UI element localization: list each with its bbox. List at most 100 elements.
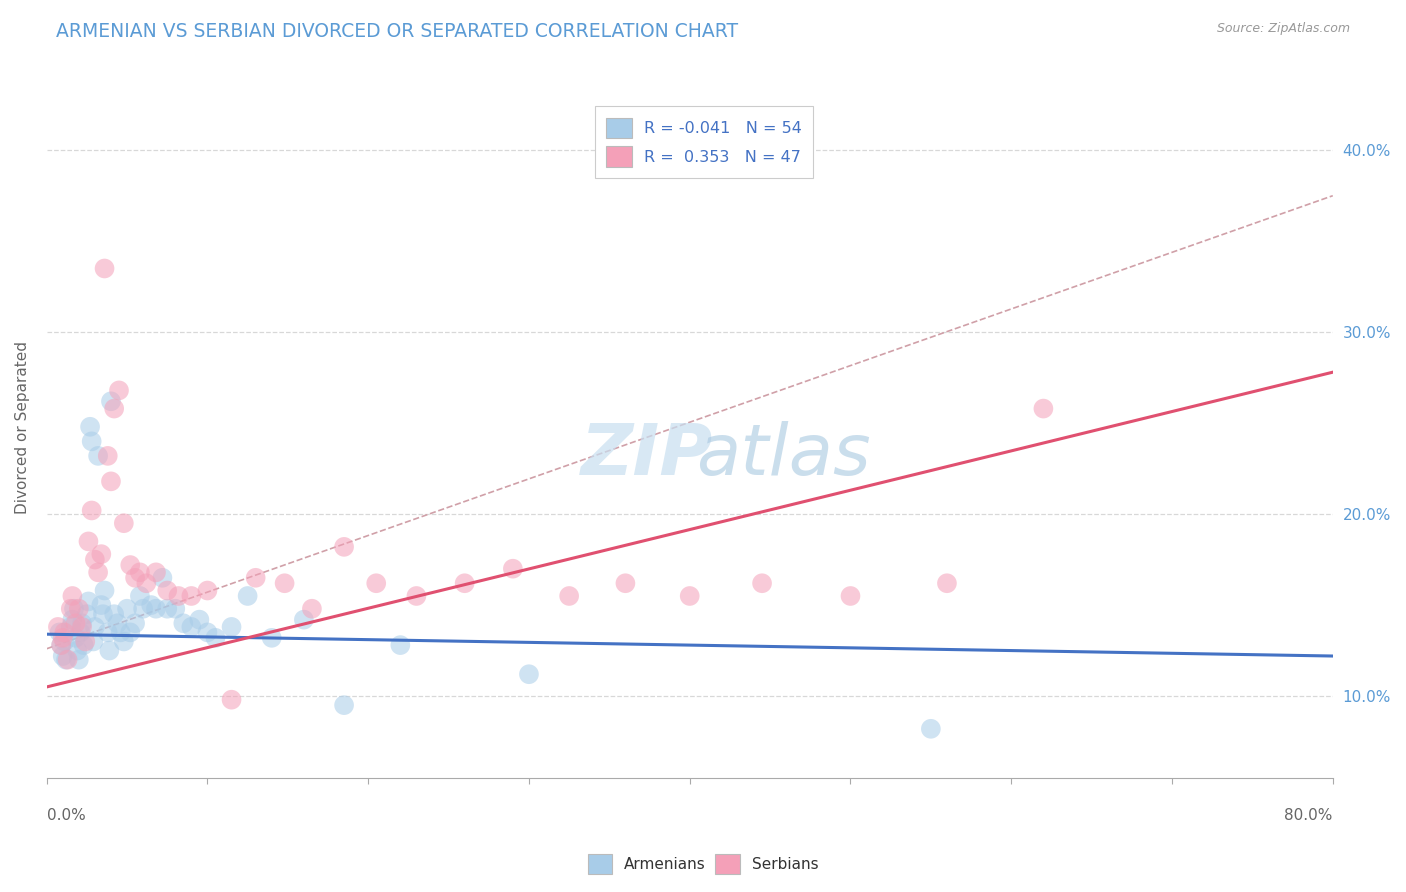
Point	[112, 516, 135, 531]
Point	[59, 601, 82, 615]
Point	[72, 638, 94, 652]
Point	[679, 589, 702, 603]
Point	[180, 589, 202, 603]
Point	[107, 616, 129, 631]
Point	[49, 638, 72, 652]
Point	[56, 653, 79, 667]
Point	[115, 601, 138, 615]
Point	[156, 601, 179, 615]
Point	[63, 601, 86, 615]
Point	[97, 625, 120, 640]
Point	[100, 394, 122, 409]
Point	[236, 589, 259, 603]
Point	[502, 562, 524, 576]
Text: ARMENIAN VS SERBIAN DIVORCED OR SEPARATED CORRELATION CHART: ARMENIAN VS SERBIAN DIVORCED OR SEPARATE…	[56, 22, 738, 41]
Point	[120, 625, 142, 640]
Point	[132, 601, 155, 615]
Text: ZIP: ZIP	[581, 421, 713, 491]
Point	[52, 648, 75, 663]
Point	[366, 576, 388, 591]
Point	[389, 638, 412, 652]
Text: 0.0%: 0.0%	[46, 808, 86, 823]
Point	[108, 384, 131, 398]
Point	[79, 419, 101, 434]
Point	[936, 576, 959, 591]
Point	[167, 589, 190, 603]
Point	[129, 566, 152, 580]
Point	[204, 631, 226, 645]
Point	[80, 434, 103, 449]
Text: 80.0%: 80.0%	[1285, 808, 1333, 823]
Point	[1032, 401, 1054, 416]
Point	[165, 601, 187, 615]
Point	[67, 653, 90, 667]
Point	[90, 547, 112, 561]
Point	[87, 566, 110, 580]
Point	[517, 667, 540, 681]
Point	[60, 589, 83, 603]
Point	[70, 616, 93, 631]
Point	[65, 631, 87, 645]
Point	[90, 598, 112, 612]
Point	[405, 589, 427, 603]
Legend: R = -0.041   N = 54, R =  0.353   N = 47: R = -0.041 N = 54, R = 0.353 N = 47	[595, 106, 814, 178]
Point	[103, 401, 125, 416]
Point	[301, 601, 323, 615]
Point	[221, 620, 243, 634]
Point	[145, 566, 167, 580]
Point	[124, 571, 146, 585]
Point	[83, 552, 105, 566]
Point	[67, 601, 90, 615]
Point	[110, 625, 132, 640]
Text: Source: ZipAtlas.com: Source: ZipAtlas.com	[1216, 22, 1350, 36]
Point	[82, 634, 104, 648]
Point	[124, 616, 146, 631]
Point	[97, 449, 120, 463]
Point	[55, 653, 77, 667]
Point	[129, 589, 152, 603]
Point	[49, 638, 72, 652]
Point	[260, 631, 283, 645]
Legend: Armenians, Serbians: Armenians, Serbians	[582, 848, 824, 880]
Point	[751, 576, 773, 591]
Point	[53, 625, 76, 640]
Point	[91, 607, 114, 622]
Point	[112, 634, 135, 648]
Point	[152, 571, 174, 585]
Point	[98, 643, 121, 657]
Point	[65, 616, 87, 631]
Point	[83, 620, 105, 634]
Point	[453, 576, 475, 591]
Point	[77, 594, 100, 608]
Point	[52, 631, 75, 645]
Point	[156, 583, 179, 598]
Point	[76, 607, 98, 622]
Point	[66, 643, 89, 657]
Point	[292, 613, 315, 627]
Point	[46, 620, 69, 634]
Point	[75, 634, 97, 648]
Y-axis label: Divorced or Separated: Divorced or Separated	[15, 341, 30, 514]
Point	[245, 571, 267, 585]
Point	[100, 475, 122, 489]
Point	[141, 598, 163, 612]
Point	[120, 558, 142, 572]
Point	[69, 625, 91, 640]
Point	[59, 620, 82, 634]
Point	[48, 625, 70, 640]
Point	[333, 540, 356, 554]
Point	[145, 601, 167, 615]
Point	[920, 722, 942, 736]
Point	[93, 583, 115, 598]
Point	[180, 620, 202, 634]
Point	[135, 576, 157, 591]
Point	[273, 576, 295, 591]
Point	[87, 449, 110, 463]
Point	[197, 625, 219, 640]
Point	[333, 698, 356, 713]
Point	[558, 589, 581, 603]
Point	[188, 613, 211, 627]
Point	[60, 613, 83, 627]
Point	[70, 620, 93, 634]
Point	[53, 634, 76, 648]
